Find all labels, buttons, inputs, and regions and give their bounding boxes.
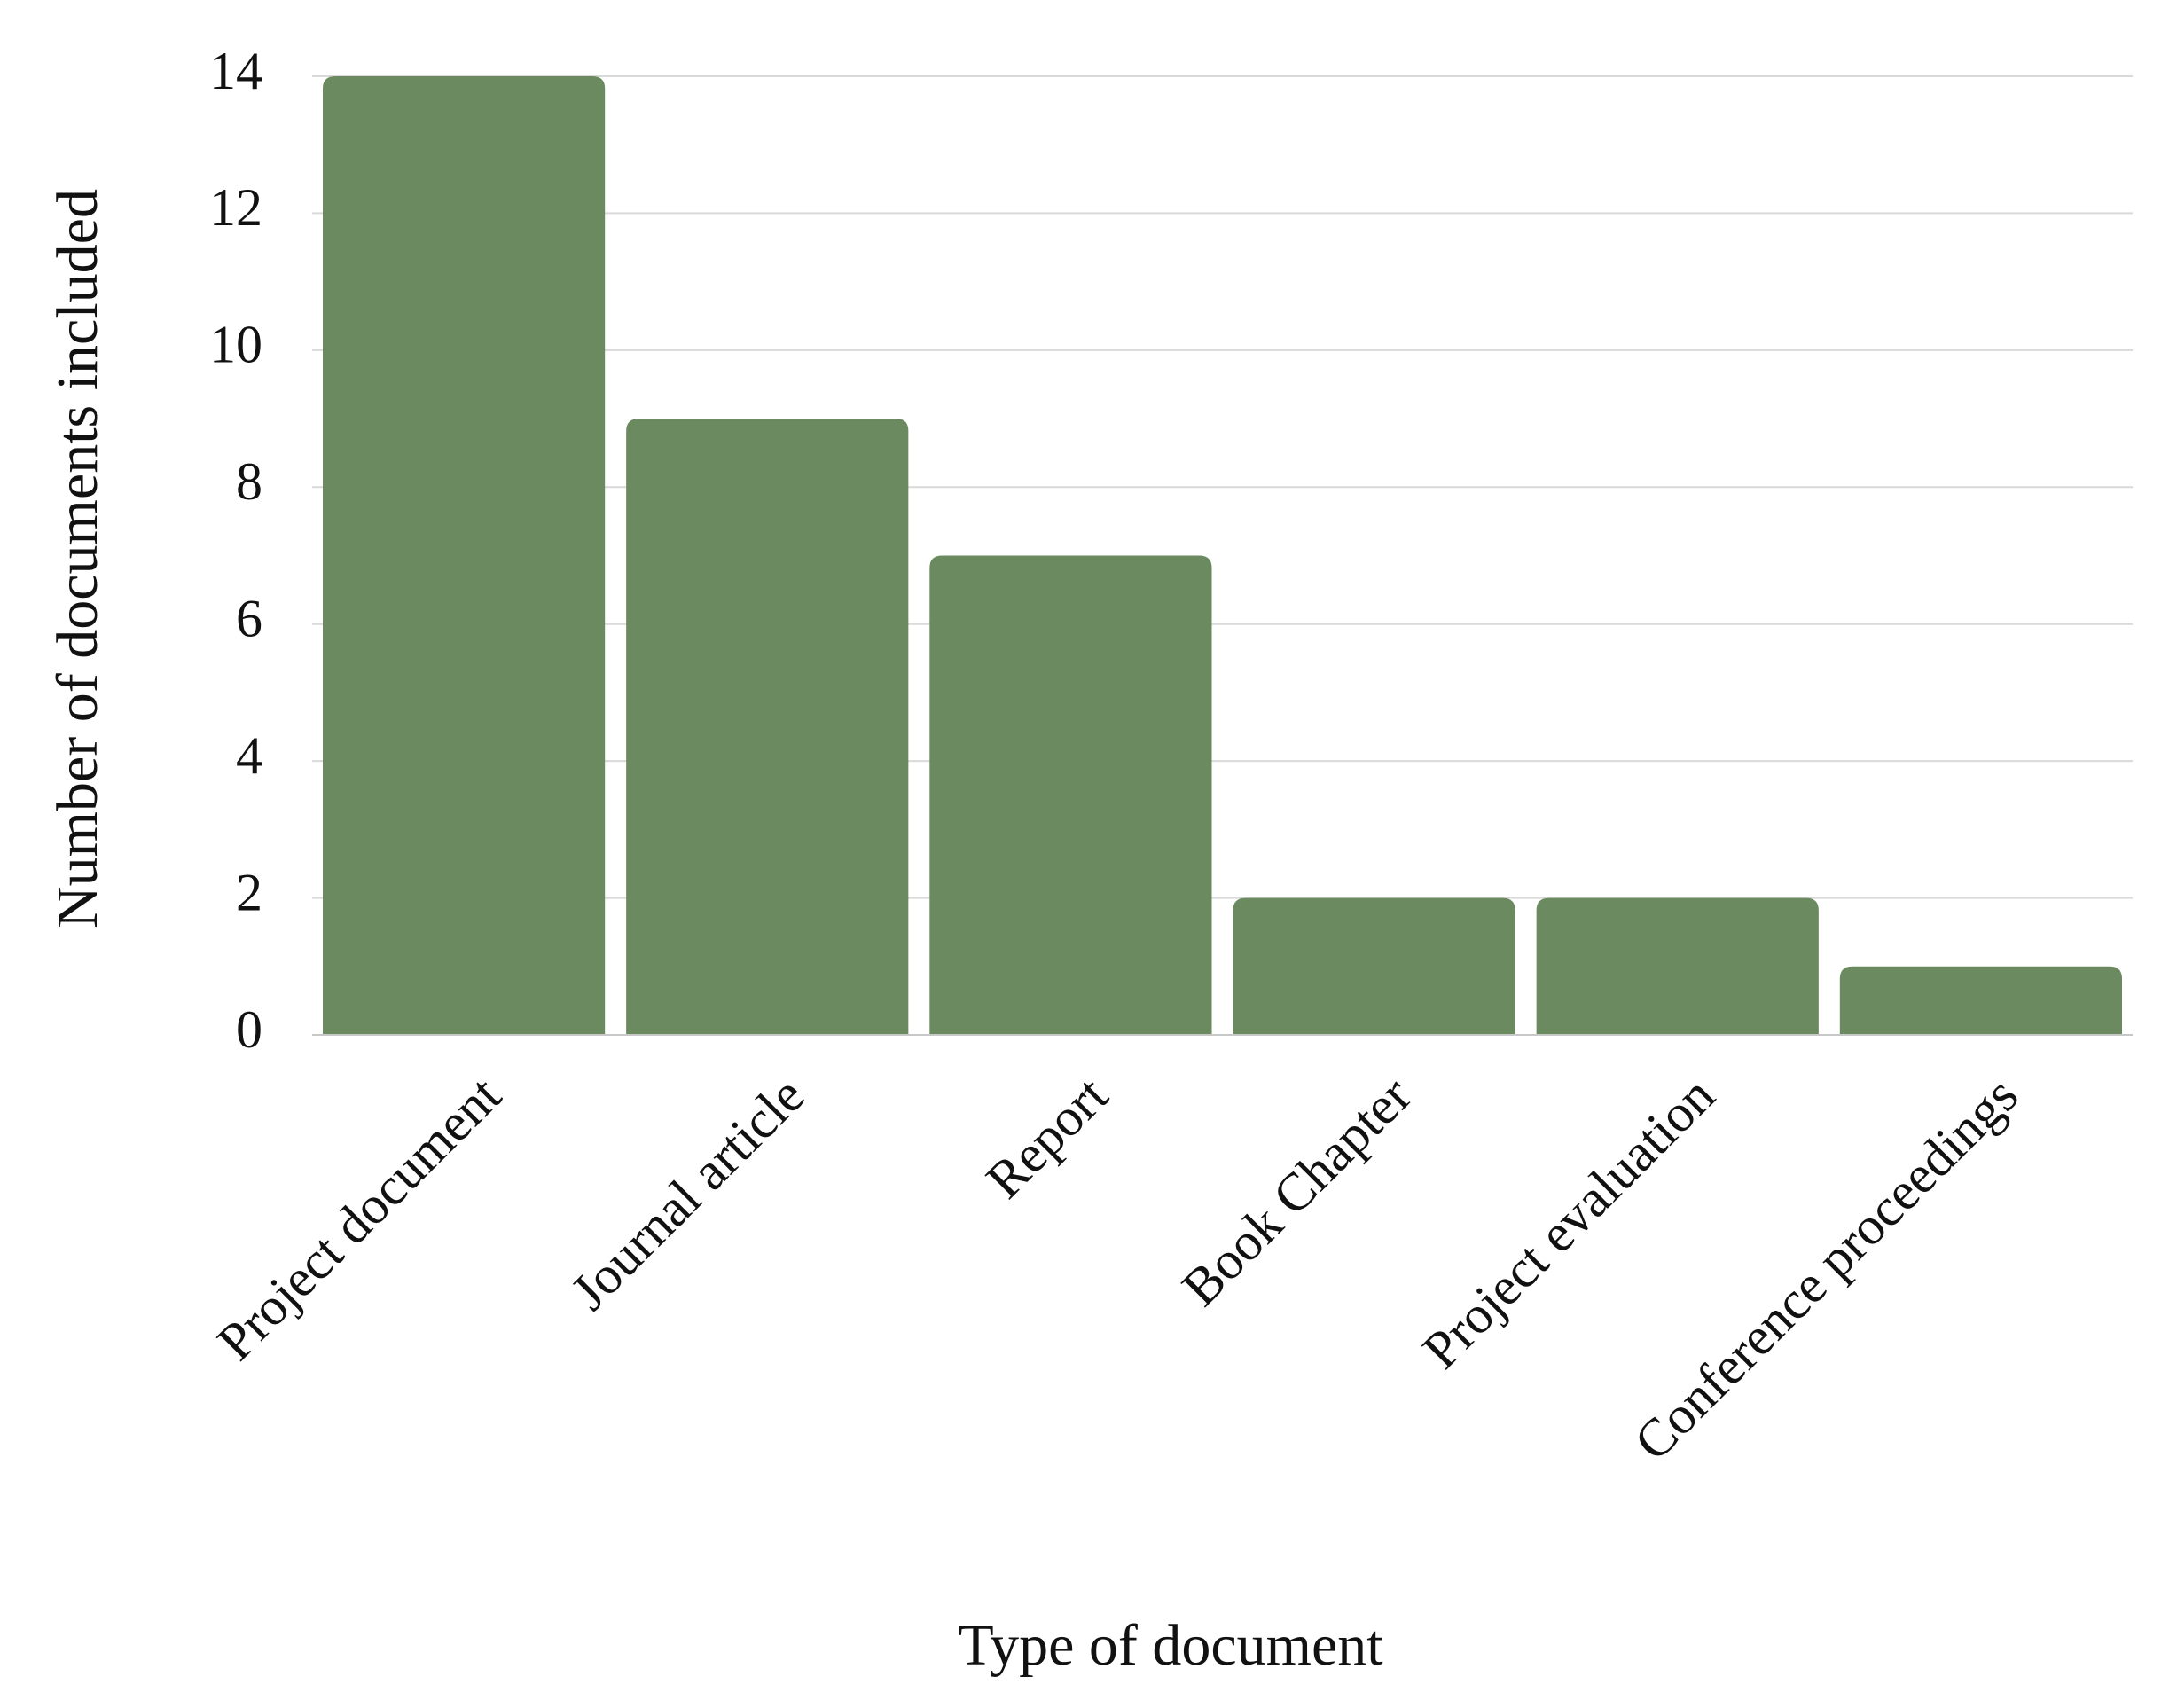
- y-tick-label: 12: [209, 178, 262, 237]
- x-tick-label: Project document: [207, 1065, 513, 1371]
- bar: [626, 419, 909, 1036]
- y-tick-label: 14: [209, 42, 262, 100]
- x-tick-label: Project evaluation: [1412, 1066, 1726, 1380]
- y-tick-label: 6: [236, 589, 262, 647]
- y-tick-label: 2: [236, 863, 262, 921]
- bar: [1839, 966, 2123, 1035]
- bar: [322, 76, 606, 1035]
- y-axis-title: Number of documents included: [45, 189, 110, 928]
- x-tick-label: Report: [975, 1065, 1118, 1209]
- x-tick-label: Book Chapter: [1171, 1066, 1422, 1318]
- y-tick-label: 4: [236, 726, 262, 785]
- x-tick-label: Journal article: [560, 1066, 815, 1321]
- bar: [1536, 897, 1819, 1035]
- bar: [929, 555, 1212, 1035]
- y-tick-label: 8: [236, 452, 262, 511]
- y-tick-label: 0: [236, 1000, 262, 1059]
- x-axis-title: Type of document: [958, 1613, 1382, 1678]
- bar: [1233, 897, 1515, 1035]
- y-tick-label: 10: [209, 316, 262, 374]
